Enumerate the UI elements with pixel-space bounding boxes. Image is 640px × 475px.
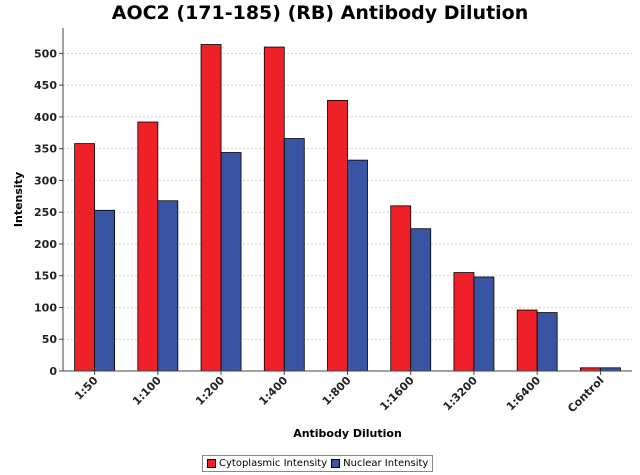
legend-label: Cytoplasmic Intensity: [219, 458, 328, 469]
legend-swatch: [331, 459, 341, 468]
legend-item: Cytoplasmic Intensity: [207, 458, 327, 469]
y-tick-label: 450: [34, 79, 57, 92]
y-tick-label: 300: [34, 174, 57, 187]
bar-cytoplasmic: [137, 121, 159, 372]
bars: [74, 44, 621, 372]
bar-cytoplasmic: [263, 46, 285, 372]
y-tick-label: 100: [34, 301, 57, 314]
y-tick-label: 150: [34, 270, 57, 283]
legend-item: Nuclear Intensity: [331, 458, 428, 469]
bar-nuclear: [347, 159, 368, 372]
chart-title: AOC2 (171-185) (RB) Antibody Dilution: [111, 2, 529, 24]
bar-cytoplasmic: [453, 272, 475, 372]
y-axis-title: Intensity: [12, 172, 25, 227]
bar-nuclear: [283, 138, 305, 372]
legend-label: Nuclear Intensity: [343, 458, 429, 469]
bar-cytoplasmic: [516, 309, 538, 372]
bar-cytoplasmic: [200, 44, 222, 372]
y-tick-label: 250: [34, 206, 57, 219]
bar-cytoplasmic: [327, 100, 348, 372]
bar-nuclear: [473, 276, 495, 372]
y-tick-label: 50: [42, 333, 58, 346]
bar-nuclear: [94, 209, 116, 372]
x-tick-label: 1:200: [193, 374, 227, 408]
x-tick-label: 1:100: [130, 374, 164, 408]
bar-nuclear: [157, 200, 179, 372]
x-tick-label: 1:3200: [441, 374, 481, 414]
x-tick-label: 1:6400: [504, 374, 544, 414]
legend: Cytoplasmic Intensity Nuclear Intensity: [202, 455, 434, 472]
x-tick-label: Control: [565, 374, 606, 415]
bar-nuclear: [220, 152, 242, 372]
bar-nuclear: [410, 228, 432, 372]
bar-cytoplasmic: [390, 205, 412, 372]
axes: [59, 28, 632, 375]
bar-nuclear: [536, 312, 558, 372]
y-tick-label: 500: [34, 47, 57, 60]
bar-cytoplasmic: [74, 143, 96, 372]
x-tick-label: 1:1600: [377, 374, 417, 414]
y-tick-label: 350: [34, 143, 57, 156]
y-tick-label: 200: [34, 238, 57, 251]
y-tick-label: 0: [49, 365, 57, 378]
y-tick-label: 400: [34, 111, 57, 124]
x-tick-label: 1:50: [72, 374, 101, 403]
x-tick-label: 1:400: [256, 374, 290, 408]
x-axis-title: Antibody Dilution: [293, 427, 402, 440]
x-tick-label: 1:800: [320, 374, 354, 408]
legend-swatch: [207, 459, 216, 468]
